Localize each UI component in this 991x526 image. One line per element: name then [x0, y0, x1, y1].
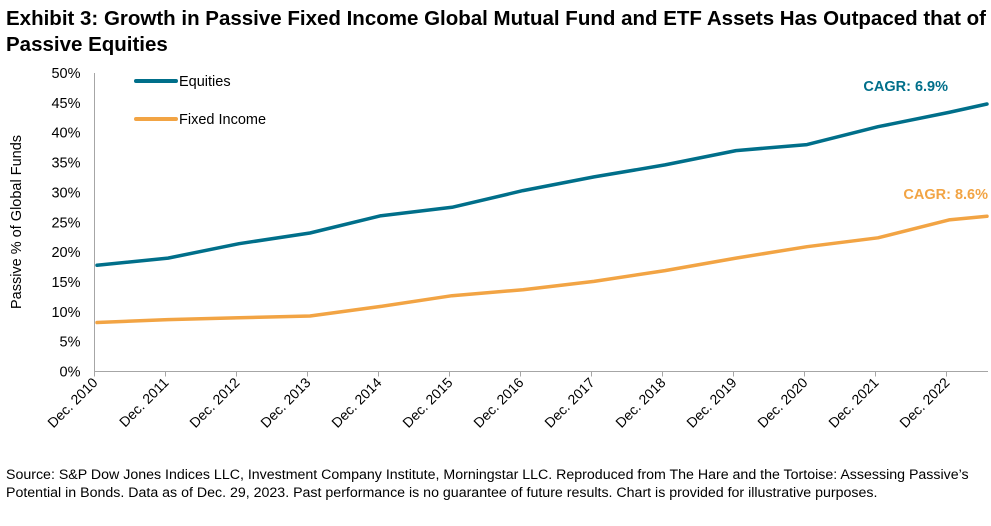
y-tick-label: 20%: [51, 245, 80, 261]
x-tick-label: Dec. 2012: [186, 374, 243, 431]
x-tick-label: Dec. 2013: [257, 374, 314, 431]
y-tick-label: 10%: [51, 305, 80, 321]
series-line-equities: [95, 102, 989, 267]
source-note: Source: S&P Dow Jones Indices LLC, Inves…: [6, 467, 969, 501]
x-tick-label: Dec. 2021: [825, 374, 882, 431]
x-tick-label: Dec. 2022: [896, 374, 953, 431]
x-tick-label: Dec. 2010: [44, 374, 101, 431]
y-tick-label: 45%: [51, 96, 80, 112]
y-tick-label: 25%: [51, 215, 80, 231]
legend-label: Equities: [179, 74, 231, 90]
x-tick-label: Dec. 2014: [328, 374, 385, 431]
y-tick-label: 35%: [51, 156, 80, 172]
x-tick-label: Dec. 2020: [754, 374, 811, 431]
cagr-annotation: CAGR: 6.9%: [863, 79, 948, 95]
x-tick-label: Dec. 2017: [541, 374, 598, 431]
x-tick-label: Dec. 2015: [399, 374, 456, 431]
y-axis-title: Passive % of Global Funds: [9, 135, 25, 309]
cagr-annotation: CAGR: 8.6%: [903, 187, 988, 203]
line-chart: 0% 5% 10% 15% 20% 25% 30% 35% 40% 45% 50% Dec. 2010…: [9, 66, 989, 431]
y-tick-label: 0%: [60, 365, 81, 381]
x-tick-label: Dec. 2016: [470, 374, 527, 431]
chart-title: Exhibit 3: Growth in Passive Fixed Incom…: [6, 7, 986, 56]
series-line-fixed-income: [95, 214, 989, 325]
y-tick-label: 50%: [51, 66, 80, 82]
x-tick-label: Dec. 2018: [612, 374, 669, 431]
y-tick-label: 30%: [51, 185, 80, 201]
x-tick-label: Dec. 2011: [116, 374, 172, 430]
legend-label: Fixed Income: [179, 112, 266, 128]
y-tick-label: 15%: [51, 275, 80, 291]
y-tick-label: 5%: [60, 335, 81, 351]
y-tick-label: 40%: [51, 126, 80, 142]
x-tick-label: Dec. 2019: [683, 374, 740, 431]
